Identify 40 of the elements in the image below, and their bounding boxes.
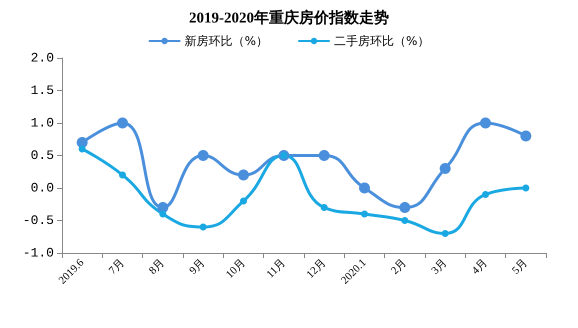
- x-tick-label: 7月: [106, 256, 127, 277]
- point: [401, 217, 408, 224]
- point: [238, 170, 249, 180]
- point: [520, 130, 532, 142]
- point: [320, 204, 328, 211]
- point: [480, 118, 491, 128]
- point: [359, 182, 370, 194]
- point: [200, 224, 207, 230]
- x-tick-label: 3月: [429, 256, 450, 277]
- point: [482, 191, 489, 198]
- legend-label: 新房环比（%）: [184, 34, 268, 48]
- point: [198, 150, 209, 161]
- x-tick-label: 11月: [264, 256, 288, 280]
- x-tick-label: 8月: [146, 256, 168, 277]
- x-tick-label: 9月: [187, 256, 208, 277]
- y-tick-label: -1.0: [22, 246, 54, 260]
- x-tick-label: 10月: [224, 256, 248, 281]
- chart-title: 2019-2020年重庆房价指数走势: [189, 8, 389, 26]
- point: [442, 230, 449, 237]
- y-tick-label: 1.5: [30, 83, 54, 98]
- legend-label: 二手房环比（%）: [334, 34, 430, 48]
- point: [119, 172, 126, 178]
- point: [117, 118, 128, 128]
- y-tick-label: 0.0: [30, 180, 54, 196]
- x-tick-label: 4月: [470, 256, 490, 277]
- point: [78, 146, 86, 152]
- x-tick-label: 5月: [510, 256, 530, 277]
- point: [240, 198, 247, 204]
- point: [318, 150, 330, 161]
- point: [399, 202, 410, 213]
- y-tick-label: 2.0: [30, 50, 54, 66]
- point: [361, 210, 368, 218]
- y-tick-label: -0.5: [22, 213, 54, 228]
- point: [522, 184, 530, 192]
- y-tick-label: 1.0: [30, 116, 54, 130]
- point: [440, 163, 451, 174]
- x-tick-label: 12月: [304, 256, 328, 281]
- y-tick-label: 0.5: [30, 148, 54, 163]
- point: [159, 210, 166, 218]
- x-tick-label: 2月: [388, 256, 410, 277]
